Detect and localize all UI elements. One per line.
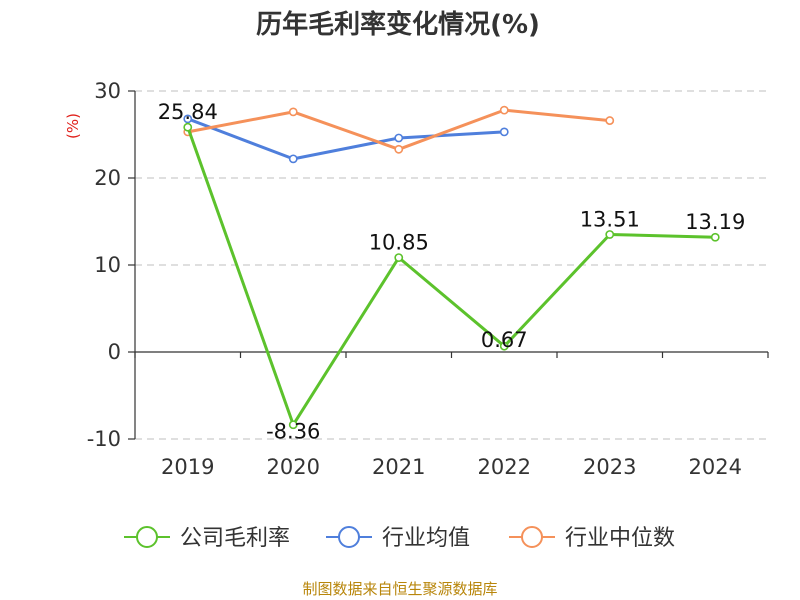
data-labels: 25.84 -8.36 10.85 0.67 13.51 13.19 xyxy=(158,100,746,444)
series-line xyxy=(186,126,716,427)
y-tick-label: 20 xyxy=(94,166,121,190)
data-label: -8.36 xyxy=(266,420,320,444)
data-point xyxy=(394,133,404,143)
legend-marker xyxy=(521,526,543,548)
legend: 公司毛利率 行业均值 行业中位数 xyxy=(124,526,675,551)
series-line xyxy=(187,117,505,161)
legend-item: 行业均值 xyxy=(326,526,470,551)
legend-item: 行业中位数 xyxy=(509,526,675,551)
data-point xyxy=(394,253,404,263)
source-note: 制图数据来自恒生聚源数据库 xyxy=(302,580,497,598)
data-label: 10.85 xyxy=(369,231,429,255)
legend-item: 公司毛利率 xyxy=(124,526,290,551)
x-tick-label: 2021 xyxy=(372,455,425,479)
x-tick-label: 2022 xyxy=(478,455,531,479)
legend-marker xyxy=(338,526,360,548)
y-axis-unit-label: (%) xyxy=(64,113,82,139)
legend-label: 行业中位数 xyxy=(565,526,675,551)
legend-marker xyxy=(136,526,158,548)
chart-title: 历年毛利率变化情况(%) xyxy=(256,9,540,40)
y-tick-label: -10 xyxy=(87,427,121,451)
gridlines xyxy=(135,90,768,440)
data-point xyxy=(499,127,509,137)
data-point xyxy=(183,114,193,124)
data-point xyxy=(288,154,298,164)
legend-label: 行业均值 xyxy=(382,526,470,551)
data-point xyxy=(499,341,509,351)
data-label: 13.19 xyxy=(685,210,745,234)
data-point xyxy=(605,230,615,239)
data-point xyxy=(394,144,404,154)
x-tick-label: 2020 xyxy=(267,455,320,479)
data-point xyxy=(499,105,509,115)
data-point xyxy=(710,232,720,242)
data-point xyxy=(288,107,298,117)
data-label: 25.84 xyxy=(158,100,218,124)
data-point xyxy=(605,116,615,125)
data-point xyxy=(183,122,193,132)
x-tick-label: 2023 xyxy=(583,455,636,479)
data-point xyxy=(288,420,298,430)
legend-label: 公司毛利率 xyxy=(180,526,290,551)
y-tick-label: 10 xyxy=(94,253,121,277)
x-tick-label: 2019 xyxy=(161,455,214,479)
y-tick-label: 30 xyxy=(94,79,121,103)
data-label: 0.67 xyxy=(481,328,528,352)
series-lines xyxy=(183,105,720,430)
x-tick-label: 2024 xyxy=(689,455,742,479)
data-label: 13.51 xyxy=(580,207,640,231)
axes: 30 20 10 0 -10 2019 2020 2021 2022 2023 2024 xyxy=(87,79,769,479)
y-tick-label: 0 xyxy=(108,340,121,364)
